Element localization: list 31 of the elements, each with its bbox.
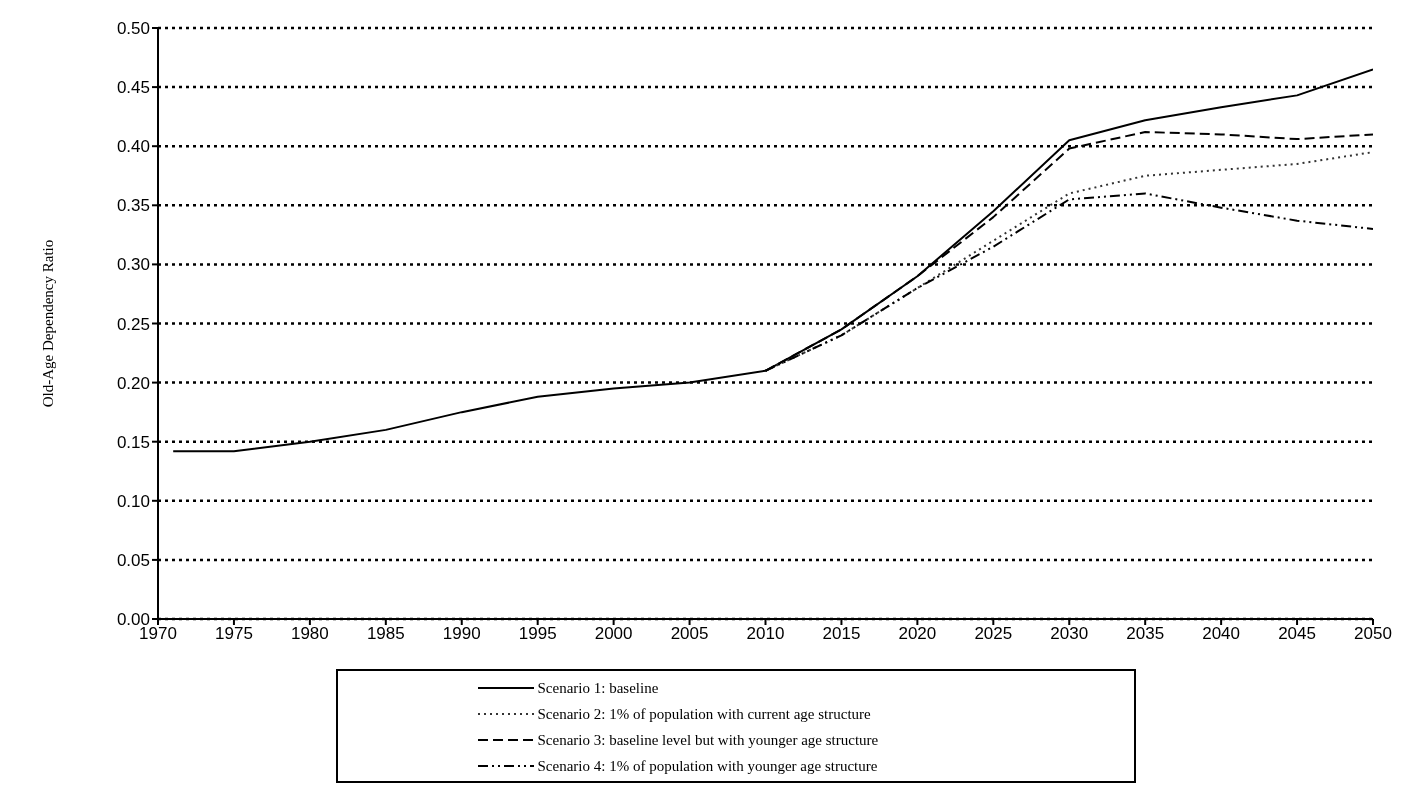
x-tick-label: 1975: [215, 624, 253, 644]
y-tick-label: 0.25: [116, 314, 150, 334]
y-tick-label: 0.15: [116, 432, 150, 452]
x-tick-label: 2035: [1126, 624, 1165, 644]
y-tick-label: 0.10: [116, 491, 150, 511]
legend-label: Scenario 2: 1% of population with current age structure: [537, 705, 871, 723]
y-tick-label: 0.30: [116, 255, 150, 275]
x-tick-label: 2030: [1050, 624, 1089, 644]
x-tick-label: 2045: [1278, 624, 1316, 644]
x-tick-label: 2050: [1354, 624, 1392, 644]
x-tick-label: 1990: [442, 624, 481, 644]
y-tick-label: 0.20: [116, 373, 150, 393]
x-tick-label: 1985: [366, 624, 405, 644]
x-tick-label: 2040: [1202, 624, 1241, 644]
y-tick-label: 0.35: [116, 196, 150, 216]
x-tick-label: 2015: [822, 624, 861, 644]
legend-label: Scenario 1: baseline: [537, 679, 659, 697]
y-axis-title: Old-Age Dependency Ratio: [40, 239, 57, 408]
y-tick-label: 0.45: [116, 78, 150, 98]
x-tick-label: 2025: [974, 624, 1013, 644]
y-tick-label: 0.40: [116, 137, 150, 157]
y-tick-label: 0.05: [116, 550, 150, 570]
x-tick-label: 1980: [290, 624, 329, 644]
y-tick-label: 0.50: [116, 19, 150, 39]
x-tick-label: 2000: [594, 624, 633, 644]
x-tick-label: 2005: [670, 624, 709, 644]
legend-label: Scenario 4: 1% of population with younger age structure: [537, 757, 878, 775]
x-tick-label: 1995: [518, 624, 557, 644]
legend-label: Scenario 3: baseline level but with younger age structure: [537, 731, 879, 749]
x-tick-label: 2010: [746, 624, 785, 644]
x-tick-label: 2020: [898, 624, 937, 644]
